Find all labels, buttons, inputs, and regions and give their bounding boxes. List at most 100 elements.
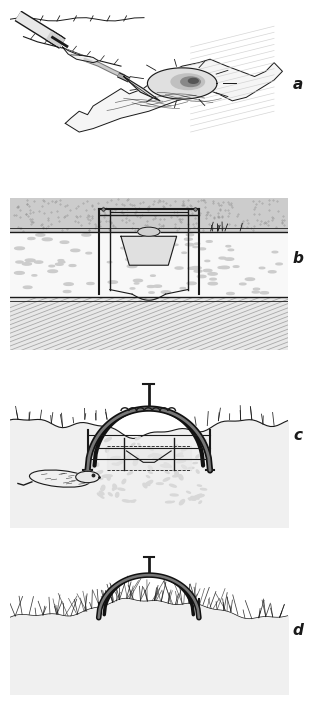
Ellipse shape [28,238,34,239]
Ellipse shape [201,489,207,490]
Ellipse shape [163,478,170,481]
Ellipse shape [116,462,123,465]
Ellipse shape [113,488,114,491]
Ellipse shape [59,261,65,263]
Ellipse shape [175,267,183,269]
Ellipse shape [173,244,178,246]
Ellipse shape [105,438,111,442]
Ellipse shape [160,464,170,467]
Ellipse shape [106,447,109,452]
Ellipse shape [197,485,202,486]
Ellipse shape [227,292,234,295]
Ellipse shape [195,243,200,244]
Ellipse shape [260,292,268,294]
Ellipse shape [94,471,103,475]
Text: b: b [292,251,303,266]
Ellipse shape [194,495,204,498]
Ellipse shape [187,282,196,285]
Bar [10,232,288,297]
Ellipse shape [133,279,142,282]
Ellipse shape [154,285,162,287]
Ellipse shape [188,268,195,269]
Ellipse shape [188,467,194,469]
Ellipse shape [116,493,119,497]
Ellipse shape [193,462,197,464]
Ellipse shape [126,258,134,261]
Ellipse shape [146,481,153,485]
Ellipse shape [220,266,229,268]
Ellipse shape [107,476,110,480]
Ellipse shape [185,244,194,246]
Ellipse shape [226,246,231,247]
Ellipse shape [188,498,196,501]
Ellipse shape [184,238,192,240]
Ellipse shape [259,267,265,269]
Ellipse shape [153,455,160,460]
Polygon shape [65,59,283,132]
Ellipse shape [196,470,199,473]
Ellipse shape [136,455,139,459]
Ellipse shape [118,489,125,491]
Ellipse shape [219,257,226,259]
Ellipse shape [179,474,183,480]
Ellipse shape [99,491,104,495]
Ellipse shape [15,247,24,250]
Ellipse shape [181,77,200,86]
Ellipse shape [210,278,216,280]
Ellipse shape [49,266,54,267]
Ellipse shape [151,275,155,276]
Ellipse shape [276,263,282,265]
Ellipse shape [148,466,153,470]
Ellipse shape [48,270,58,273]
Ellipse shape [154,454,162,457]
Bar [10,198,288,232]
Ellipse shape [28,237,35,239]
Ellipse shape [112,463,119,465]
Ellipse shape [113,484,117,489]
Ellipse shape [171,74,204,89]
Ellipse shape [205,261,210,262]
Ellipse shape [143,484,147,488]
Ellipse shape [252,291,259,293]
Ellipse shape [180,500,185,505]
Ellipse shape [138,227,160,236]
Ellipse shape [225,258,234,261]
Ellipse shape [108,493,112,496]
Ellipse shape [148,447,153,450]
Ellipse shape [176,453,182,457]
Ellipse shape [76,472,100,483]
Ellipse shape [138,443,140,445]
Ellipse shape [176,445,178,448]
Ellipse shape [253,288,260,290]
Ellipse shape [228,249,234,251]
Polygon shape [62,47,99,63]
Ellipse shape [156,483,163,484]
Ellipse shape [93,474,98,476]
Ellipse shape [200,439,206,440]
Polygon shape [124,76,160,101]
Ellipse shape [86,252,92,254]
Ellipse shape [132,257,141,260]
Ellipse shape [58,260,64,261]
Ellipse shape [96,463,99,466]
Ellipse shape [25,259,35,262]
Ellipse shape [126,455,131,459]
Ellipse shape [171,501,174,503]
Ellipse shape [196,455,200,458]
Ellipse shape [133,459,138,465]
Ellipse shape [95,477,100,479]
Ellipse shape [107,261,112,263]
Ellipse shape [170,484,176,487]
Ellipse shape [87,282,94,285]
Ellipse shape [175,471,178,476]
Ellipse shape [208,273,217,275]
Ellipse shape [170,494,178,496]
Ellipse shape [141,242,148,244]
Ellipse shape [186,234,194,236]
Ellipse shape [189,498,191,500]
Ellipse shape [149,292,154,293]
Ellipse shape [199,501,202,503]
Ellipse shape [101,496,104,498]
Ellipse shape [42,238,52,241]
Ellipse shape [177,460,186,463]
